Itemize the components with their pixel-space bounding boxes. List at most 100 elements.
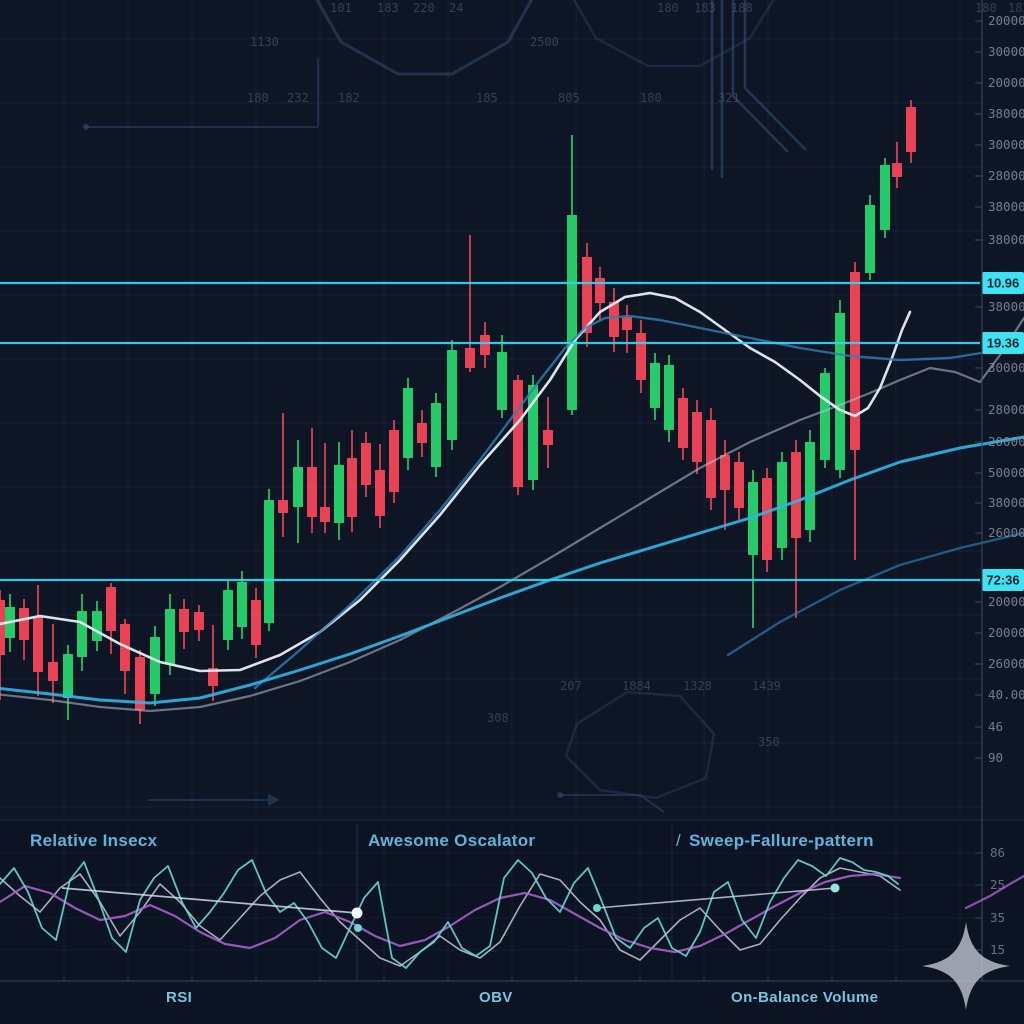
candle bbox=[0, 590, 5, 700]
candle bbox=[692, 400, 702, 474]
ma-gray-slow bbox=[0, 316, 1024, 713]
downtrend-line bbox=[61, 887, 358, 914]
axis-label: 35 bbox=[990, 910, 1005, 925]
candle bbox=[208, 625, 218, 701]
osc-white bbox=[0, 867, 901, 967]
candle bbox=[865, 195, 875, 280]
bottom-label-rsi[interactable]: RSI bbox=[166, 989, 193, 1006]
candle bbox=[237, 571, 247, 639]
axis-label: 46 bbox=[988, 719, 1003, 734]
price-level: 72:36 bbox=[0, 569, 1024, 591]
candle bbox=[92, 601, 102, 651]
axis-label: 101 bbox=[330, 1, 352, 15]
price-tag-value: 10.96 bbox=[987, 276, 1020, 291]
price-tag bbox=[982, 272, 1024, 294]
candle bbox=[880, 158, 890, 238]
axis-label: 38000 bbox=[988, 232, 1024, 247]
candle bbox=[543, 397, 553, 468]
axis-label: 25 bbox=[990, 877, 1005, 892]
axis-label: 26000 bbox=[988, 656, 1024, 671]
axis-label: 30000 bbox=[988, 360, 1024, 375]
price-tag-value: 72:36 bbox=[986, 573, 1019, 588]
axis-label: 40.000 bbox=[988, 687, 1024, 702]
axis-label: 180 bbox=[657, 1, 679, 15]
axis-label: 20000 bbox=[988, 434, 1024, 449]
axis-label: 30000 bbox=[988, 44, 1024, 59]
candle bbox=[334, 442, 344, 540]
axis-label: 28000 bbox=[988, 402, 1024, 417]
candle bbox=[77, 594, 87, 671]
candle bbox=[497, 335, 507, 418]
axis-label: 1884 bbox=[622, 679, 651, 693]
axis-label: 50000 bbox=[988, 465, 1024, 480]
axis-label: 185 bbox=[476, 91, 498, 105]
axis-label: 308 bbox=[487, 711, 509, 725]
candle bbox=[293, 440, 303, 543]
ma-white-fast bbox=[0, 291, 912, 673]
candle bbox=[375, 444, 385, 528]
axis-label: 180 bbox=[975, 1, 997, 15]
trendline-marker-dot bbox=[593, 904, 601, 912]
axis-label: 321 bbox=[718, 91, 740, 105]
axis-label: 188 bbox=[731, 1, 753, 15]
candle bbox=[734, 452, 744, 520]
candle bbox=[33, 585, 43, 696]
candle bbox=[567, 135, 577, 415]
trendline-marker-dot bbox=[354, 924, 362, 932]
candle bbox=[63, 645, 73, 720]
candle bbox=[431, 393, 441, 477]
circuit-decoration-layer bbox=[83, 0, 807, 813]
axis-label: 86 bbox=[990, 845, 1005, 860]
moving-average-layer bbox=[0, 291, 1024, 713]
ma-steel-blue-low bbox=[726, 531, 1024, 657]
axis-label: 30000 bbox=[988, 137, 1024, 152]
axis-label: 220 bbox=[413, 1, 435, 15]
candle bbox=[636, 320, 646, 393]
candle bbox=[347, 430, 357, 532]
axis-label: 20000 bbox=[988, 13, 1024, 28]
candle bbox=[906, 100, 916, 163]
indicator-title-sweep-failure[interactable]: / Sweep-Fallure-pattern bbox=[676, 831, 874, 851]
axis-label: 1130 bbox=[250, 35, 279, 49]
axis-label: 232 bbox=[287, 91, 309, 105]
axis-label: 805 bbox=[558, 91, 580, 105]
indicator-title-awesome-oscillator[interactable]: Awesome Oscalator bbox=[368, 831, 536, 850]
circuit-trace-left bbox=[86, 58, 319, 128]
candle bbox=[48, 624, 58, 703]
axis-label: 24 bbox=[449, 1, 463, 15]
indicator-title-relative-index[interactable]: Relative Insecx bbox=[30, 831, 158, 850]
oscillator-layer bbox=[0, 857, 1024, 969]
ma-steel-blue bbox=[253, 314, 1024, 690]
axis-label: 183 bbox=[377, 1, 399, 15]
candle bbox=[480, 322, 490, 368]
price-tag-value: 19.36 bbox=[987, 336, 1020, 351]
bottom-label-on-balance-volume[interactable]: On-Balance Volume bbox=[731, 989, 879, 1006]
candle bbox=[664, 355, 674, 442]
candle bbox=[320, 443, 330, 533]
axis-label: 28000 bbox=[988, 168, 1024, 183]
candle bbox=[820, 368, 830, 468]
octagon-decor-top-left bbox=[315, 0, 534, 76]
candle bbox=[762, 468, 772, 572]
axis-label: 183 bbox=[694, 1, 716, 15]
price-level-layer: 10.96 19.36 72:36 bbox=[0, 272, 1024, 591]
sparkle-watermark-icon bbox=[922, 922, 1010, 1010]
price-level: 10.96 bbox=[0, 272, 1024, 294]
price-level: 19.36 bbox=[0, 332, 1024, 354]
candle bbox=[223, 581, 233, 650]
axis-label: 180 bbox=[247, 91, 269, 105]
bottom-label-obv[interactable]: OBV bbox=[479, 989, 513, 1006]
axis-label: 38000 bbox=[988, 199, 1024, 214]
candlestick-layer bbox=[0, 100, 916, 724]
candle bbox=[791, 440, 801, 618]
candle bbox=[135, 650, 145, 724]
candle bbox=[403, 378, 413, 470]
candle bbox=[513, 375, 523, 495]
axis-label: 2500 bbox=[530, 35, 559, 49]
candle bbox=[850, 262, 860, 560]
candle bbox=[194, 605, 204, 641]
axis-label: 90 bbox=[988, 750, 1003, 765]
candle bbox=[622, 305, 632, 353]
